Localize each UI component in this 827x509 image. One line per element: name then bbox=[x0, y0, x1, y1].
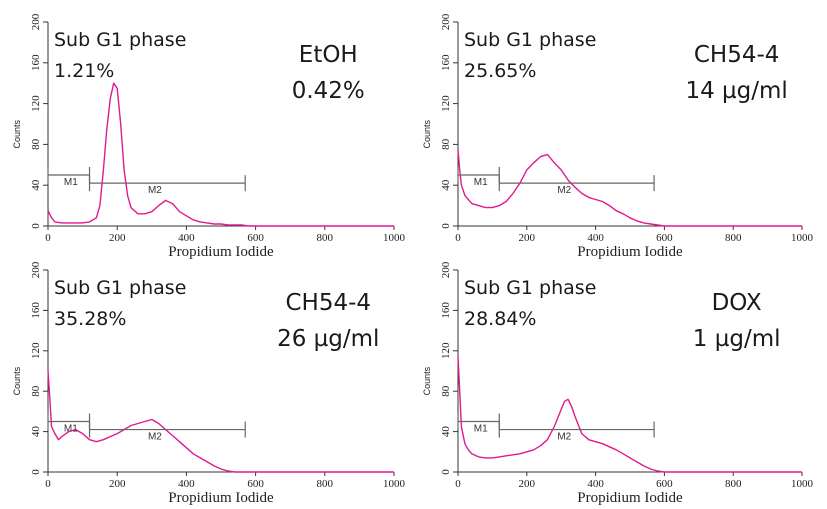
y-axis-title: Counts bbox=[12, 366, 22, 395]
y-tick-label: 80 bbox=[440, 385, 452, 397]
treatment-value: 14 µg/ml bbox=[685, 78, 787, 104]
y-tick-label: 160 bbox=[440, 302, 452, 319]
histogram-line bbox=[457, 149, 802, 227]
gate-label: M2 bbox=[148, 432, 162, 443]
gate-label: M1 bbox=[474, 424, 488, 435]
histogram-panel-1: 0 40 80 120 160 200 0 200 400 600 800 1000 Propidium… bbox=[12, 13, 406, 260]
x-tick-label: 0 bbox=[455, 478, 461, 490]
y-tick-label: 40 bbox=[440, 426, 452, 438]
gate-label: M2 bbox=[557, 432, 571, 443]
y-tick-label: 200 bbox=[440, 261, 452, 278]
y-tick-label: 160 bbox=[30, 54, 42, 71]
histogram-panel-4: 0 40 80 120 160 200 0 200 400 600 800 1000 Propidium… bbox=[422, 261, 814, 506]
x-tick-label: 600 bbox=[656, 478, 673, 490]
x-tick-label: 800 bbox=[317, 232, 334, 244]
histogram-line bbox=[457, 355, 802, 473]
treatment-name: DOX bbox=[712, 290, 762, 316]
y-tick-label: 80 bbox=[30, 385, 42, 397]
y-tick-label: 160 bbox=[30, 302, 42, 319]
y-tick-label: 0 bbox=[30, 469, 42, 475]
x-tick-label: 600 bbox=[656, 232, 673, 244]
histogram-panel-2: 0 40 80 120 160 200 0 200 400 600 800 1000 Propidium… bbox=[422, 13, 814, 260]
y-tick-label: 200 bbox=[30, 13, 42, 30]
y-tick-label: 160 bbox=[440, 54, 452, 71]
y-tick-label: 40 bbox=[30, 179, 42, 191]
x-tick-label: 0 bbox=[45, 232, 51, 244]
sub-g1-percentage: 25.65% bbox=[464, 60, 536, 82]
sub-g1-phase-label: Sub G1 phase bbox=[54, 277, 186, 299]
y-tick-label: 120 bbox=[440, 95, 452, 112]
x-tick-label: 600 bbox=[247, 478, 264, 490]
y-tick-label: 0 bbox=[440, 469, 452, 475]
sub-g1-percentage: 1.21% bbox=[54, 60, 114, 82]
treatment-name: EtOH bbox=[299, 42, 358, 68]
y-tick-label: 120 bbox=[30, 95, 42, 112]
sub-g1-percentage: 28.84% bbox=[464, 308, 536, 330]
x-axis-title: Propidium Iodide bbox=[577, 244, 683, 260]
y-tick-label: 80 bbox=[30, 138, 42, 150]
x-tick-label: 1000 bbox=[383, 478, 406, 490]
y-tick-label: 40 bbox=[30, 426, 42, 438]
histogram-panel-3: 0 40 80 120 160 200 0 200 400 600 800 1000 Propidium… bbox=[12, 261, 406, 506]
x-tick-label: 200 bbox=[519, 232, 536, 244]
x-tick-label: 400 bbox=[587, 478, 604, 490]
x-axis-title: Propidium Iodide bbox=[168, 490, 274, 506]
treatment-value: 0.42% bbox=[292, 78, 365, 104]
sub-g1-phase-label: Sub G1 phase bbox=[54, 29, 186, 51]
gate-label: M1 bbox=[474, 177, 488, 188]
x-tick-label: 400 bbox=[178, 478, 195, 490]
x-tick-label: 200 bbox=[109, 478, 126, 490]
treatment-name: CH54-4 bbox=[694, 42, 780, 68]
y-tick-label: 40 bbox=[440, 179, 452, 191]
x-tick-label: 800 bbox=[317, 478, 334, 490]
treatment-name: CH54-4 bbox=[285, 290, 371, 316]
y-tick-label: 80 bbox=[440, 138, 452, 150]
sub-g1-percentage: 35.28% bbox=[54, 308, 126, 330]
x-tick-label: 800 bbox=[725, 232, 742, 244]
treatment-value: 1 µg/ml bbox=[693, 326, 781, 352]
y-axis-title: Counts bbox=[422, 366, 432, 395]
gate-label: M1 bbox=[64, 424, 78, 435]
y-axis-title: Counts bbox=[12, 119, 22, 148]
x-tick-label: 0 bbox=[45, 478, 51, 490]
y-tick-label: 120 bbox=[440, 342, 452, 359]
treatment-value: 26 µg/ml bbox=[277, 326, 379, 352]
x-tick-label: 1000 bbox=[383, 232, 406, 244]
x-tick-label: 400 bbox=[587, 232, 604, 244]
x-tick-label: 200 bbox=[109, 232, 126, 244]
x-tick-label: 1000 bbox=[791, 232, 814, 244]
y-axis-title: Counts bbox=[422, 119, 432, 148]
y-tick-label: 200 bbox=[30, 261, 42, 278]
x-tick-label: 200 bbox=[519, 478, 536, 490]
x-tick-label: 0 bbox=[455, 232, 461, 244]
x-axis-title: Propidium Iodide bbox=[168, 244, 274, 260]
gate-label: M1 bbox=[64, 177, 78, 188]
y-tick-label: 200 bbox=[440, 13, 452, 30]
histogram-line bbox=[47, 82, 394, 227]
x-axis-title: Propidium Iodide bbox=[577, 490, 683, 506]
x-tick-label: 600 bbox=[247, 232, 264, 244]
x-tick-label: 800 bbox=[725, 478, 742, 490]
histogram-line bbox=[47, 370, 394, 473]
y-tick-label: 0 bbox=[440, 223, 452, 229]
sub-g1-phase-label: Sub G1 phase bbox=[464, 29, 596, 51]
y-tick-label: 120 bbox=[30, 342, 42, 359]
x-tick-label: 400 bbox=[178, 232, 195, 244]
y-tick-label: 0 bbox=[30, 223, 42, 229]
x-tick-label: 1000 bbox=[791, 478, 814, 490]
gate-label: M2 bbox=[148, 185, 162, 196]
sub-g1-phase-label: Sub G1 phase bbox=[464, 277, 596, 299]
gate-label: M2 bbox=[557, 185, 571, 196]
